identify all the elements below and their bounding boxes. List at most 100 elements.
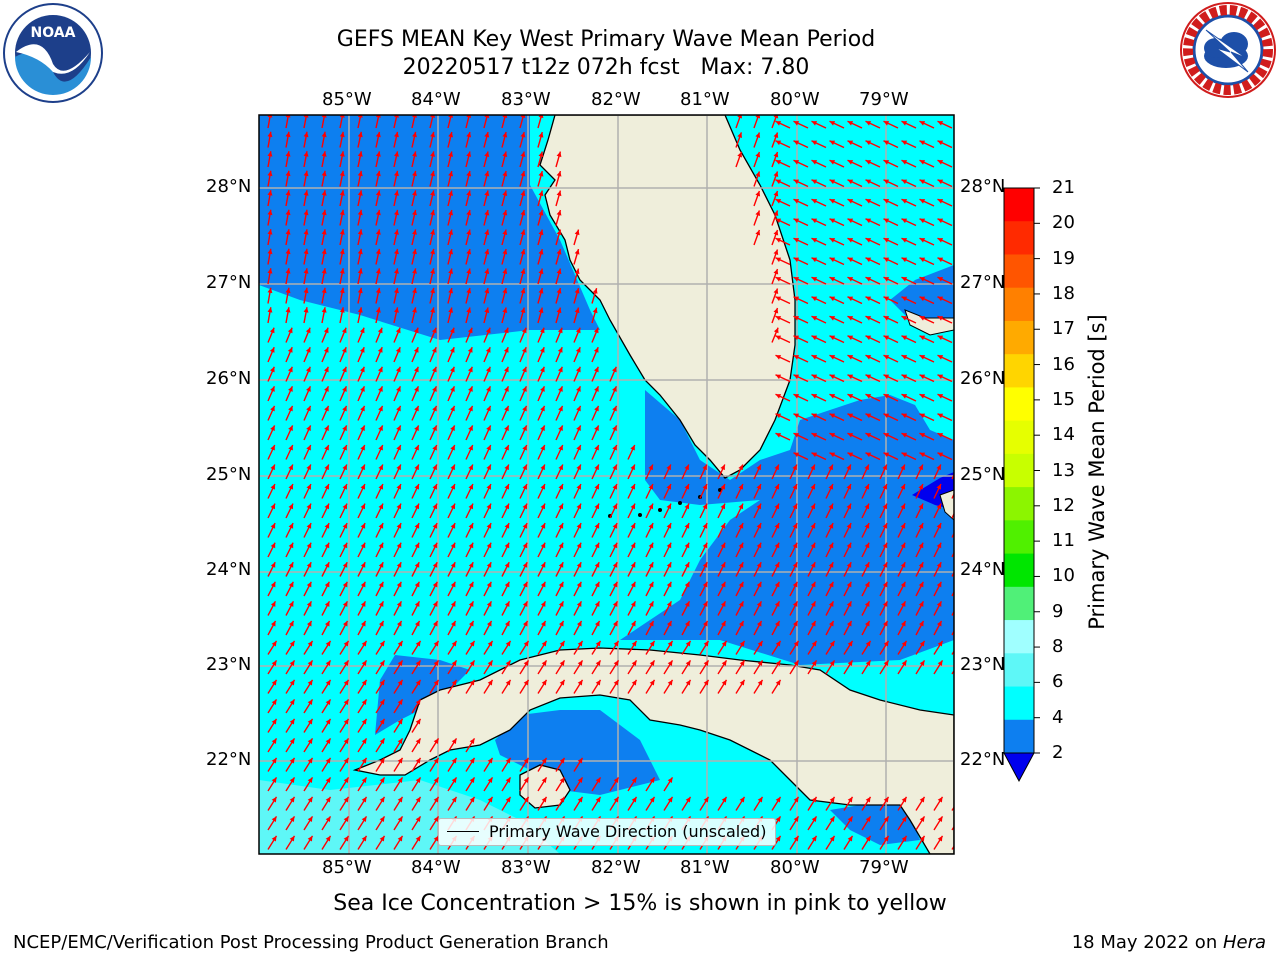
wave-arrow-head: [397, 777, 403, 783]
wave-arrow-head: [285, 229, 291, 235]
wave-arrow-head: [811, 816, 817, 822]
wave-arrow-head: [343, 679, 349, 686]
wave-arrow-head: [504, 386, 509, 392]
wave-arrow-head: [541, 777, 547, 783]
wave-arrow-head: [720, 581, 726, 588]
wave-arrow-head: [361, 796, 367, 803]
wave-arrow-head: [811, 140, 818, 146]
wave-arrow-head: [883, 640, 889, 647]
wave-arrow-head: [378, 386, 383, 392]
wave-arrow-head: [576, 503, 581, 510]
wave-arrow-head: [829, 296, 836, 302]
wave-arrow-head: [396, 523, 402, 529]
wave-arrow-head: [865, 199, 872, 204]
map-legend: Primary Wave Direction (unscaled): [438, 818, 776, 846]
lat-tick-right: 28°N: [960, 176, 1006, 197]
wave-arrow-head: [505, 640, 511, 647]
wave-arrow-head: [556, 249, 562, 255]
wave-arrow-head: [450, 581, 456, 588]
wave-arrow-head: [901, 640, 907, 647]
wave-arrow-head: [613, 777, 619, 783]
wave-arrow-head: [847, 413, 854, 419]
wave-arrow-head: [865, 140, 872, 146]
wave-arrow-head: [288, 542, 294, 549]
wave-arrow-head: [285, 268, 291, 274]
wave-arrow-head: [288, 445, 293, 451]
wave-arrow-head: [270, 366, 275, 373]
wave-arrow-head: [307, 660, 313, 666]
colorbar-under-arrow: [1003, 752, 1035, 783]
wave-arrow-head: [523, 777, 529, 783]
wave-arrow-head: [667, 660, 673, 666]
wave-arrow-head: [307, 796, 313, 803]
wave-arrow-head: [288, 386, 293, 392]
wave-arrow-head: [556, 288, 562, 294]
wave-arrow-head: [343, 640, 349, 647]
wave-arrow-head: [919, 121, 926, 126]
wave-arrow-head: [450, 425, 455, 431]
wave-arrow-head: [339, 209, 345, 216]
wave-arrow-head: [811, 796, 817, 803]
wave-arrow-head: [303, 190, 309, 196]
wave-arrow-head: [414, 366, 419, 373]
wave-arrow-head: [451, 757, 457, 764]
wave-arrow-head: [271, 640, 277, 647]
wave-arrow-head: [342, 523, 348, 529]
wave-arrow-head: [864, 523, 870, 529]
wave-arrow-head: [901, 121, 908, 126]
wave-arrow-head: [505, 660, 511, 666]
wave-arrow-head: [448, 210, 453, 216]
wave-arrow-head: [847, 640, 853, 647]
wave-arrow-head: [538, 307, 544, 314]
colorbar-segment: [1004, 686, 1034, 721]
wave-arrow-head: [576, 445, 581, 451]
wave-arrow-head: [397, 835, 403, 842]
wave-arrow-head: [466, 151, 472, 157]
wave-arrow-head: [793, 179, 800, 185]
wave-arrow-head: [955, 543, 960, 549]
wave-arrow-head: [738, 464, 743, 471]
wave-arrow-head: [306, 405, 311, 412]
wave-arrow-head: [270, 405, 275, 412]
wave-arrow-head: [539, 347, 545, 353]
wave-arrow-head: [379, 699, 385, 705]
wave-arrow-head: [756, 581, 762, 588]
wave-arrow-head: [522, 405, 527, 412]
wave-arrow-head: [396, 542, 402, 549]
wave-arrow-head: [321, 151, 327, 157]
wave-arrow-head: [397, 640, 403, 647]
wave-arrow-head: [466, 190, 472, 196]
wave-arrow-head: [901, 199, 908, 204]
wave-arrow-head: [775, 660, 781, 666]
wave-arrow-head: [829, 640, 835, 647]
wave-arrow-head: [828, 464, 833, 471]
svg-text:NOAA: NOAA: [31, 25, 76, 41]
wave-arrow-head: [520, 190, 526, 196]
wave-arrow-head: [666, 484, 671, 490]
wave-arrow-head: [357, 151, 363, 157]
wave-arrow-head: [432, 464, 437, 471]
wave-arrow-head: [270, 386, 275, 392]
wave-arrow-head: [357, 209, 363, 216]
wave-arrow-head: [467, 347, 473, 353]
wave-arrow-head: [307, 640, 313, 647]
lat-tick-left: 25°N: [206, 464, 252, 485]
wave-arrow-head: [901, 433, 908, 438]
wave-arrow-head: [288, 562, 294, 568]
wave-arrow-head: [612, 601, 618, 607]
wave-arrow-head: [828, 503, 833, 510]
wave-arrow-head: [792, 503, 797, 510]
wave-arrow-head: [375, 190, 381, 196]
wave-arrow-head: [576, 601, 582, 607]
wave-arrow-head: [612, 366, 617, 373]
wave-arrow-head: [466, 132, 472, 138]
wave-arrow-head: [397, 620, 402, 627]
colorbar-tick-label: 11: [1052, 530, 1075, 552]
wave-arrow-head: [432, 386, 437, 392]
wave-arrow-head: [901, 160, 908, 165]
wave-arrow-head: [883, 218, 890, 224]
wave-arrow-head: [414, 464, 419, 471]
wave-arrow-head: [412, 170, 417, 177]
wave-arrow-head: [289, 620, 294, 627]
wave-arrow-head: [613, 679, 619, 686]
